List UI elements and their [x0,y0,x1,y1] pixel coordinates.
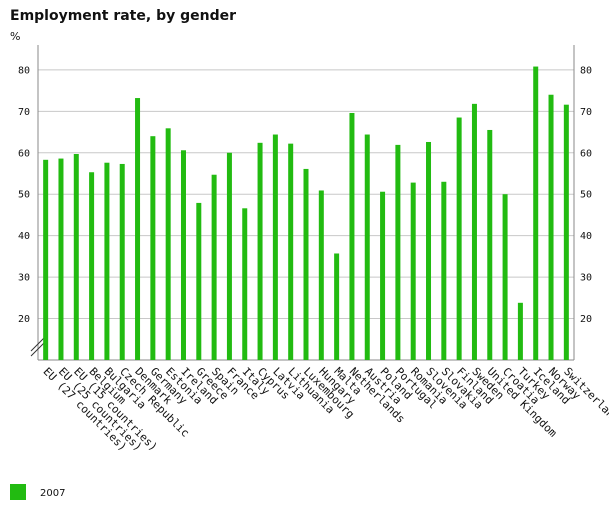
bar [242,208,248,360]
bar [548,94,554,360]
legend: 2007 [10,484,65,500]
bar [73,154,79,360]
bar [58,158,64,360]
bar [135,98,141,360]
y-tick-label-right: 50 [580,190,592,201]
y-tick-label-left: 40 [18,231,30,242]
y-axis-left-ticks: 20 30 40 50 60 70 80 [18,65,30,325]
bar [517,302,523,360]
bar [196,202,202,360]
y-unit-label: % [10,30,20,43]
bar [426,141,432,360]
y-tick-label-right: 60 [580,148,592,159]
bar [211,174,217,360]
y-tick-label-right: 80 [580,65,592,76]
y-tick-label-left: 20 [18,314,30,325]
bar [165,128,171,360]
y-tick-label-right: 40 [580,231,592,242]
bar [364,134,370,360]
bar [441,181,447,360]
axes [30,45,575,361]
bar [257,142,263,360]
bar [563,104,569,361]
bar [150,136,156,360]
bar [272,134,278,360]
chart-title: Employment rate, by gender [10,8,236,24]
bar [43,159,49,360]
bar [487,129,493,360]
y-tick-label-left: 50 [18,190,30,201]
bar [104,162,110,360]
y-tick-label-left: 80 [18,65,30,76]
y-axis-right-ticks: 20 30 40 50 60 70 80 [580,65,592,325]
y-tick-label-right: 70 [580,107,592,118]
bar [226,152,232,360]
axis-break-mark [30,341,46,357]
y-tick-label-left: 30 [18,273,30,284]
x-axis-labels: EU (27 countries)EU (25 countries)EU (15… [41,365,609,454]
bar [180,150,186,360]
bar [395,144,401,360]
legend-label-2007: 2007 [40,488,65,499]
y-tick-label-left: 70 [18,107,30,118]
bar [471,103,477,361]
axis-break-mark [30,336,46,352]
bar [288,143,294,360]
bar [303,168,309,360]
legend-swatch-2007 [10,484,26,500]
y-tick-label-right: 20 [580,314,592,325]
bar [410,182,416,360]
y-tick-label-left: 60 [18,148,30,159]
bar [119,163,125,360]
bar [349,112,355,360]
bar [318,190,324,360]
bars [43,66,569,361]
bar [380,191,386,360]
bar [456,117,462,360]
y-tick-label-right: 30 [580,273,592,284]
bar [533,66,539,360]
bar [334,253,340,360]
bar [502,194,508,360]
bar [89,172,95,360]
